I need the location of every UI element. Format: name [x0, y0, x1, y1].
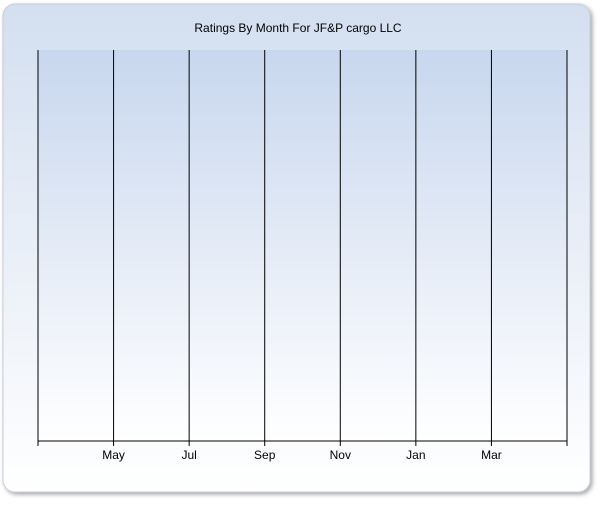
chart-title: Ratings By Month For JF&P cargo LLC	[194, 21, 402, 35]
x-tick-label: Nov	[330, 448, 351, 462]
plot-area	[38, 50, 567, 441]
x-tick-label: Jan	[406, 448, 425, 462]
x-tick-label: May	[102, 448, 125, 462]
x-tick-label: Sep	[254, 448, 276, 462]
x-tick-label: Mar	[481, 448, 502, 462]
x-tick-label: Jul	[181, 448, 196, 462]
